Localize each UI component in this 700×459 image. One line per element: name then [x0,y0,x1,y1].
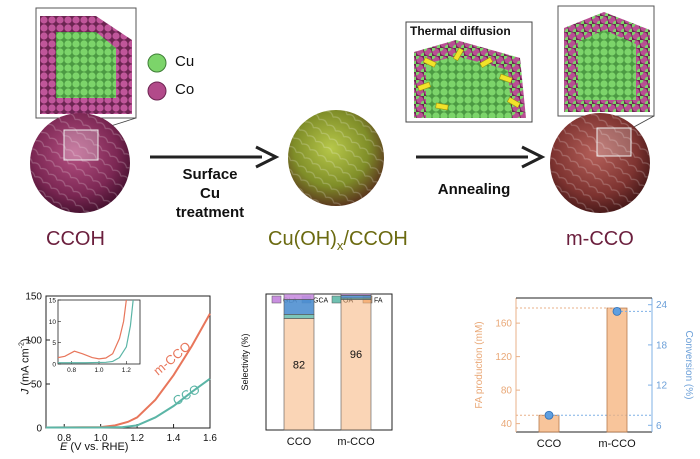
lsv-x-tick-label: 1.4 [167,433,181,444]
fa-right-axis-title: Conversion (%) [683,331,694,400]
annealing-label: Annealing [437,181,511,198]
lsv-plot-frame [45,295,211,429]
fa-right-tick-label: 24 [656,300,668,311]
lsv-inset-frame [57,299,141,365]
lsv-inset-x-tick-label: 1.2 [122,367,131,374]
cuohx-ccoh-label: Cu(OH)x/CCOH [268,228,408,253]
lsv-series-label-cco: CCO [170,381,203,408]
fa-production-chart: 40 80 120 160 6 12 18 24 CCO m-CCO FA production (… [474,297,694,450]
lsv-inset-x-tick-label: 0.8 [67,367,76,374]
co-legend-marker [147,81,167,101]
cuohx-ccoh-sphere [288,110,384,206]
fa-right-tick-label: 6 [656,421,662,432]
fa-conversion-point-cco [544,410,554,420]
mcco-atomic-model [557,5,655,117]
fa-bar-m-cco [606,307,628,433]
lsv-x-tick-label: 1.0 [94,433,108,444]
mcco-sphere [550,113,650,213]
selectivity-bar-m-cco-fa [340,299,372,431]
selectivity-x-tick-label: m-CCO [337,436,375,448]
selectivity-bar-cco-oa [283,314,315,319]
selectivity-bar-cco-fa [283,318,315,431]
co-legend-label: Co [175,81,195,98]
selectivity-data-label: 82 [293,360,305,372]
selectivity-bar-cco-gca [283,299,315,315]
lsv-x-tick-label: 1.2 [130,433,144,444]
ccoh-label: CCOH [46,228,105,250]
selectivity-plot-frame [265,293,393,431]
selectivity-legend-swatch-gla [271,295,282,304]
lsv-y-axis-title: J (mA cm-2) [18,338,32,395]
selectivity-data-label: 96 [350,349,362,361]
fa-left-tick-label: 160 [495,319,512,330]
ccoh-atomic-model [35,7,137,119]
lsv-y-tick-label: 0 [36,424,42,435]
lsv-inset-y-tick-label: 0 [52,362,56,369]
selectivity-bar-m-cco-gca [340,295,372,299]
fa-left-tick-label: 120 [495,352,512,363]
selectivity-legend-label-fa: FA [374,298,383,305]
lsv-x-axis-title: E (V vs. RHE) [60,441,129,453]
selectivity-bar-m-cco-gla [340,293,372,296]
fa-right-tick-label: 18 [656,340,668,351]
ccoh-sphere [30,113,130,213]
lsv-inset-x-tick-label: 1.0 [94,367,103,374]
lsv-inset-series-cco-line [58,299,134,364]
selectivity-legend-label-gca: GCA [313,298,329,305]
lsv-inset-y-tick-label: 5 [52,340,56,347]
lsv-y-tick-label: 50 [31,380,43,391]
lsv-inset-y-tick-label: 15 [49,298,57,305]
lsv-series-label-mcco: m-CCO [150,338,193,378]
lsv-chart: 0.8 1.0 1.2 1.4 1.6 0 50 100 150 m-CCO CCO 0 5 10 15 0.… [25,292,217,445]
thermal-diffusion-inset [405,21,533,123]
fa-x-tick-label: CCO [537,438,562,450]
fa-left-axis-title: FA production (mM) [474,321,485,408]
fa-x-tick-label: m-CCO [598,438,636,450]
selectivity-x-tick-label: CCO [287,436,312,448]
selectivity-bar-cco-gla [283,293,315,300]
fa-left-tick-label: 40 [501,419,513,430]
fa-conversion-point-m-cco [612,306,622,316]
lsv-y-tick-label: 150 [25,292,42,303]
mcco-label: m-CCO [566,228,634,250]
lsv-inset-series-m-cco-line [57,299,127,360]
fa-right-tick-label: 12 [656,381,668,392]
surface-treatment-label: Surface Cu treatment [175,166,245,221]
synthesis-schematic [30,5,655,213]
lsv-x-tick-label: 1.6 [203,433,217,444]
selectivity-legend-swatch-oa [331,295,342,304]
lsv-series-cco-line [45,377,211,429]
fa-left-tick-label: 80 [501,386,513,397]
thermal-diffusion-title: Thermal diffusion [410,24,511,38]
lsv-inset-y-tick-label: 10 [49,319,57,326]
cu-legend-marker [147,53,167,73]
lsv-y-tick-label: 100 [25,336,42,347]
selectivity-y-axis-title: Selectivity (%) [240,333,250,390]
cu-legend-label: Cu [175,53,195,70]
lsv-x-tick-label: 0.8 [57,433,71,444]
